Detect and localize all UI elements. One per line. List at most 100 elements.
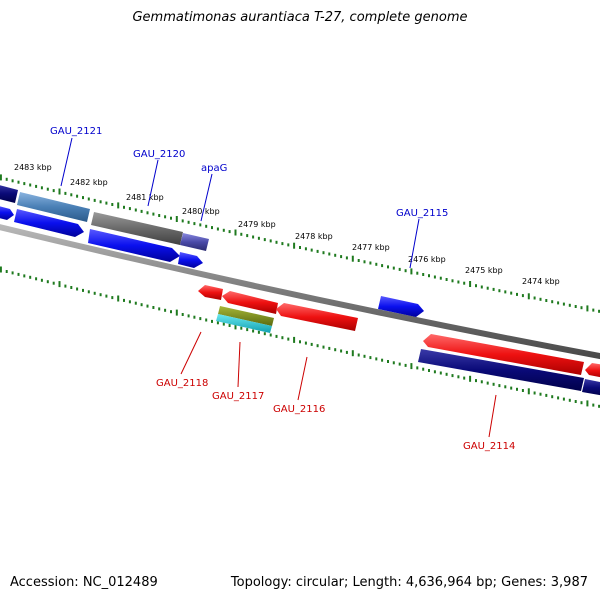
gene-feature <box>585 363 600 378</box>
minor-tick <box>334 348 337 352</box>
minor-tick <box>70 286 73 289</box>
leader-line <box>237 341 241 388</box>
minor-tick <box>504 385 507 389</box>
major-tick <box>527 388 530 395</box>
minor-tick <box>363 354 366 358</box>
minor-tick <box>557 301 560 305</box>
scale-label: 2481 kbp <box>126 193 164 202</box>
major-tick <box>117 295 120 302</box>
minor-tick <box>428 274 430 278</box>
gene-feature <box>423 334 584 375</box>
minor-tick <box>475 379 477 383</box>
minor-tick <box>404 363 407 367</box>
minor-tick <box>199 223 202 227</box>
gene-feature <box>17 192 90 222</box>
gene-feature <box>582 379 600 396</box>
minor-tick <box>340 349 343 353</box>
minor-tick <box>11 271 14 275</box>
minor-tick <box>463 281 466 285</box>
gene-feature <box>91 212 183 245</box>
gene-feature <box>378 296 424 317</box>
minor-tick <box>140 209 143 213</box>
minor-tick <box>392 361 395 365</box>
gene-feature <box>418 349 584 391</box>
minor-tick <box>275 334 278 338</box>
reverse-strand-features <box>198 285 600 396</box>
gene-feature <box>222 291 278 314</box>
minor-tick <box>158 214 161 217</box>
minor-tick <box>134 301 137 305</box>
genome-stats-text: Topology: circular; Length: 4,636,964 bp… <box>230 575 588 590</box>
leader-line <box>488 394 497 438</box>
minor-tick <box>562 302 565 306</box>
minor-tick <box>369 356 372 360</box>
minor-tick <box>87 197 90 201</box>
minor-tick <box>246 328 249 332</box>
minor-tick <box>222 322 225 326</box>
minor-tick <box>134 208 137 212</box>
major-tick <box>351 350 354 357</box>
minor-tick <box>381 358 384 362</box>
minor-tick <box>451 279 454 283</box>
minor-tick <box>369 261 372 265</box>
major-tick <box>293 336 296 343</box>
gene-feature <box>198 285 223 300</box>
minor-tick <box>281 242 284 246</box>
gene-feature <box>216 314 272 333</box>
minor-tick <box>486 286 489 290</box>
minor-tick <box>492 382 495 386</box>
minor-tick <box>521 389 524 392</box>
minor-tick <box>246 234 249 238</box>
minor-tick <box>510 291 513 295</box>
minor-tick <box>281 336 284 340</box>
minor-tick <box>568 303 571 307</box>
major-tick <box>117 202 120 209</box>
minor-tick <box>128 207 131 211</box>
gene-label-gau-2121: GAU_2121 <box>50 126 102 137</box>
tick-layer <box>0 174 600 408</box>
gene-label-gau-2116: GAU_2116 <box>273 404 325 415</box>
major-tick <box>58 281 61 288</box>
minor-tick <box>187 220 190 224</box>
minor-tick <box>357 259 360 262</box>
minor-tick <box>568 398 571 402</box>
minor-tick <box>545 299 548 302</box>
major-tick <box>469 375 472 382</box>
minor-tick <box>40 186 43 190</box>
minor-tick <box>398 362 401 366</box>
scale-label: 2478 kbp <box>295 232 333 241</box>
major-tick <box>586 305 589 312</box>
minor-tick <box>40 278 43 282</box>
minor-tick <box>340 255 343 259</box>
major-tick <box>58 188 61 195</box>
minor-tick <box>123 205 125 209</box>
minor-tick <box>580 401 583 405</box>
minor-tick <box>5 177 8 181</box>
minor-tick <box>551 395 554 399</box>
minor-tick <box>64 284 67 288</box>
gene-labels: GAU_2121 GAU_2120 apaG GAU_2115 GAU_2118… <box>50 126 515 452</box>
minor-tick <box>52 281 55 285</box>
minor-tick <box>193 315 196 319</box>
minor-tick <box>211 319 213 323</box>
minor-tick <box>328 252 331 256</box>
minor-tick <box>263 332 266 336</box>
scale-label: 2483 kbp <box>14 163 52 172</box>
gene-label-gau-2114: GAU_2114 <box>463 441 515 452</box>
minor-tick <box>422 273 425 276</box>
minor-tick <box>181 219 184 223</box>
major-tick <box>527 293 530 300</box>
major-tick <box>0 266 2 273</box>
minor-tick <box>170 310 172 314</box>
minor-tick <box>334 253 337 257</box>
minor-tick <box>152 306 155 309</box>
minor-tick <box>181 313 184 316</box>
minor-tick <box>17 180 20 184</box>
minor-tick <box>87 290 90 294</box>
minor-tick <box>240 326 243 330</box>
minor-tick <box>29 275 32 279</box>
minor-tick <box>228 324 231 327</box>
major-tick <box>293 242 296 249</box>
minor-tick <box>216 321 219 325</box>
